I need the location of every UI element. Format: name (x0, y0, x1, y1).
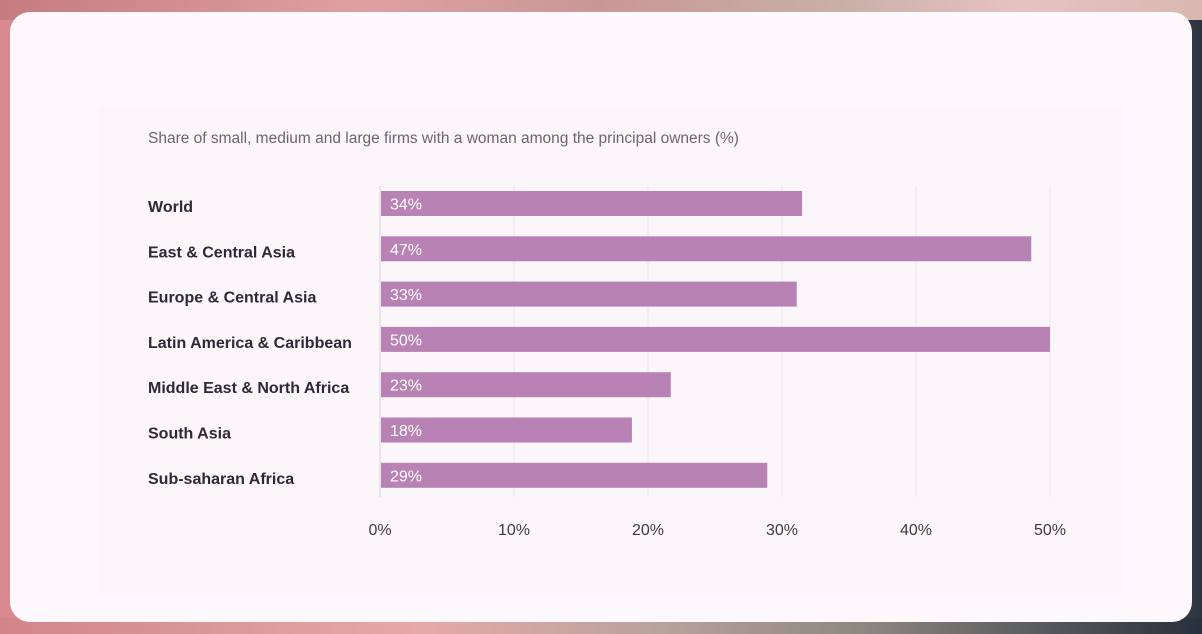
category-label-2: Europe & Central Asia (148, 290, 316, 307)
bar-5 (381, 417, 632, 443)
background-bottom (0, 618, 1202, 634)
bar-value-label-1: 47% (390, 242, 422, 259)
bar-value-label-5: 18% (390, 423, 422, 440)
bar-0 (381, 191, 803, 216)
x-tick-label-1: 10% (498, 522, 530, 539)
bar-3 (381, 326, 1050, 352)
category-label-0: World (148, 199, 193, 216)
x-tick-label-4: 40% (900, 522, 932, 539)
bar-1 (381, 236, 1032, 262)
bar-6 (381, 462, 768, 488)
category-label-6: Sub-saharan Africa (148, 471, 294, 488)
category-label-1: East & Central Asia (148, 244, 295, 261)
category-labels: World East & Central Asia Europe & Central… (148, 199, 352, 488)
x-tick-label-2: 20% (632, 522, 664, 539)
category-label-4: Middle East & North Africa (148, 380, 349, 397)
chart-bars: 34% 47% 33% 50% 23% 18% 29% (381, 191, 1050, 488)
x-tick-label-5: 50% (1034, 522, 1066, 539)
bar-2 (381, 281, 797, 307)
category-label-5: South Asia (148, 426, 231, 443)
bar-value-label-2: 33% (390, 287, 422, 304)
bar-value-label-4: 23% (390, 378, 422, 395)
category-label-3: Latin America & Caribbean (148, 335, 352, 352)
x-axis-ticks: 0% 10% 20% 30% 40% 50% (368, 522, 1066, 539)
bar-value-label-0: 34% (390, 197, 422, 214)
bar-4 (381, 372, 671, 398)
bar-value-label-6: 29% (390, 468, 422, 485)
bar-value-label-3: 50% (390, 332, 422, 349)
x-tick-label-0: 0% (368, 522, 391, 539)
chart-title: Share of small, medium and large firms w… (148, 130, 739, 147)
x-tick-label-3: 30% (766, 522, 798, 539)
